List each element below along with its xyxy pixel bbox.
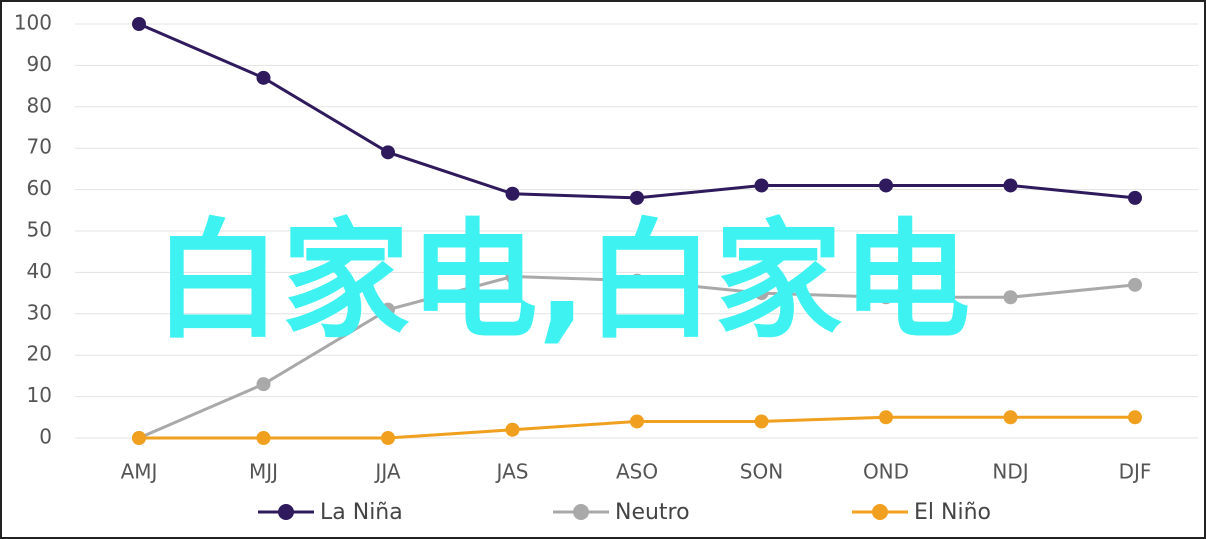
- y-tick-label: 90: [27, 52, 52, 76]
- data-point: [879, 410, 893, 425]
- legend-label: El Niño: [914, 500, 991, 525]
- legend-marker: [278, 504, 294, 520]
- data-point: [630, 273, 644, 288]
- overlay-text: 白家电,白家电: [154, 207, 971, 356]
- legend-label: La Niña: [320, 500, 403, 525]
- data-point: [754, 286, 769, 301]
- data-point: [505, 269, 520, 284]
- data-point: [1003, 410, 1018, 425]
- x-tick-label: DJF: [1119, 460, 1152, 484]
- data-point: [754, 178, 769, 193]
- data-point: [1128, 190, 1142, 205]
- data-point: [256, 431, 271, 445]
- y-tick-label: 40: [27, 259, 52, 283]
- data-point: [132, 17, 146, 31]
- data-point: [879, 290, 893, 305]
- data-point: [630, 190, 644, 205]
- y-tick-label: 80: [27, 93, 52, 117]
- data-point: [256, 377, 271, 392]
- data-point: [132, 431, 146, 445]
- data-point: [879, 178, 893, 193]
- x-tick-label: NDJ: [992, 460, 1028, 484]
- data-point: [256, 70, 271, 85]
- x-tick-label: ASO: [616, 460, 658, 484]
- data-point: [1003, 178, 1018, 193]
- y-tick-label: 60: [27, 176, 52, 200]
- y-tick-label: 20: [27, 342, 52, 366]
- y-tick-label: 70: [27, 135, 52, 159]
- x-tick-label: JJA: [373, 460, 400, 484]
- data-point: [505, 422, 520, 437]
- data-point: [1128, 277, 1142, 292]
- data-point: [630, 414, 644, 429]
- legend-marker: [573, 504, 589, 520]
- y-tick-label: 30: [27, 300, 52, 324]
- y-tick-label: 50: [27, 218, 52, 242]
- x-tick-label: OND: [863, 460, 909, 484]
- legend-label: Neutro: [615, 500, 690, 525]
- y-tick-label: 0: [39, 425, 52, 449]
- x-tick-label: JAS: [495, 460, 529, 484]
- x-tick-label: AMJ: [121, 460, 158, 484]
- x-tick-label: MJJ: [249, 460, 278, 484]
- data-point: [1003, 290, 1018, 305]
- data-point: [381, 431, 395, 445]
- x-tick-label: SON: [740, 460, 783, 484]
- legend-marker: [872, 504, 888, 520]
- data-point: [381, 302, 395, 317]
- y-tick-label: 10: [27, 383, 52, 407]
- y-tick-label: 100: [14, 11, 52, 35]
- data-point: [1128, 410, 1142, 425]
- data-point: [505, 186, 520, 201]
- data-point: [754, 414, 769, 429]
- data-point: [381, 145, 395, 160]
